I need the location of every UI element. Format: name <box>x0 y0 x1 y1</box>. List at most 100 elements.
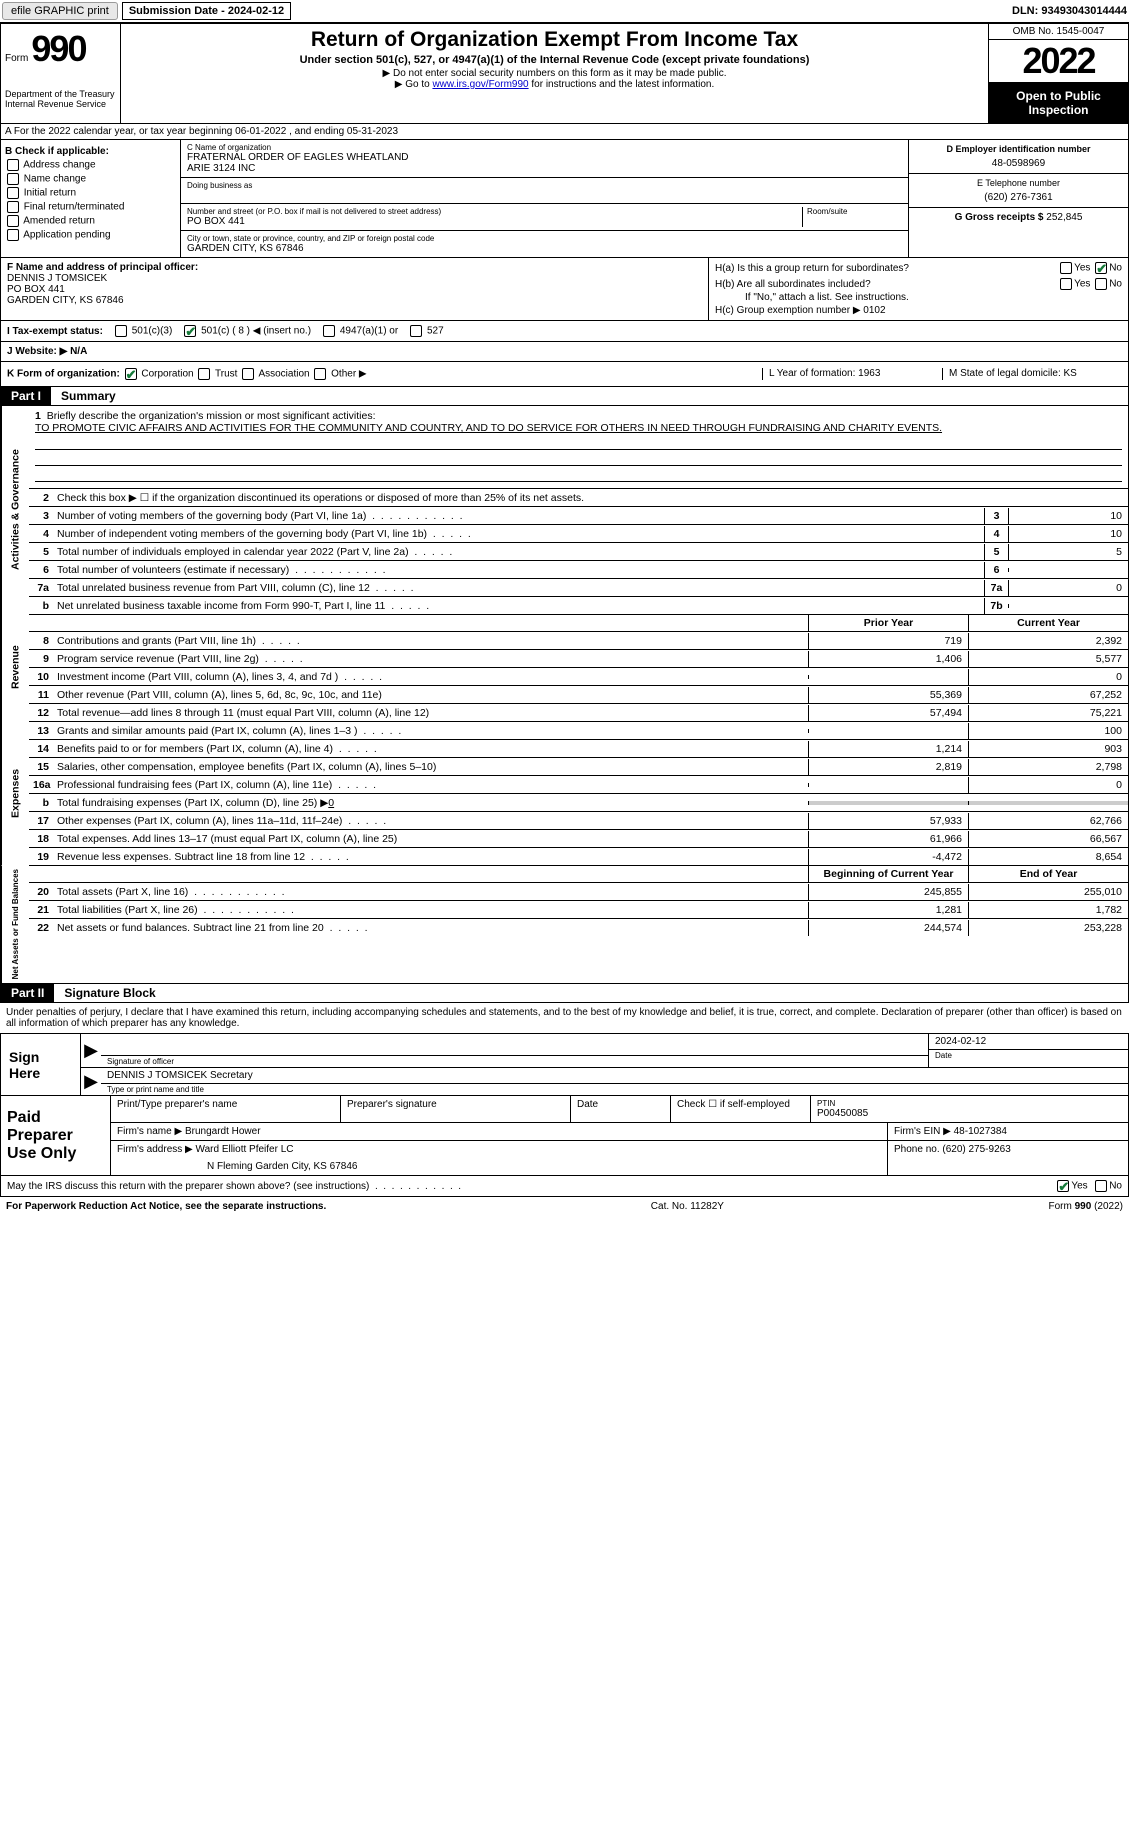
note-pre: ▶ Go to <box>395 79 433 90</box>
b-application-pending[interactable]: Application pending <box>5 229 176 241</box>
p10 <box>808 675 968 679</box>
firm-ein: 48-1027384 <box>954 1126 1007 1137</box>
side-activities: Activities & Governance <box>1 406 29 614</box>
p14: 1,214 <box>808 741 968 757</box>
p13 <box>808 729 968 733</box>
dln-number: DLN: 93493043014444 <box>1012 5 1127 17</box>
irs-link[interactable]: www.irs.gov/Form990 <box>432 79 528 90</box>
b-name-change[interactable]: Name change <box>5 173 176 185</box>
line-7b: Net unrelated business taxable income fr… <box>57 600 385 612</box>
side-expenses: Expenses <box>1 721 29 865</box>
p12: 57,494 <box>808 705 968 721</box>
city-label: City or town, state or province, country… <box>187 234 902 243</box>
firm-ein-label: Firm's EIN ▶ <box>894 1126 954 1137</box>
line-21: Total liabilities (Part X, line 26) <box>57 904 198 916</box>
p20: 245,855 <box>808 884 968 900</box>
sign-here-label: Sign Here <box>1 1034 81 1095</box>
f-label: F Name and address of principal officer: <box>7 262 702 273</box>
part-ii-title: Signature Block <box>54 984 165 1002</box>
line-13: Grants and similar amounts paid (Part IX… <box>57 725 358 737</box>
k-assoc[interactable]: Association <box>258 369 309 380</box>
exempt-4947[interactable]: 4947(a)(1) or <box>340 326 398 337</box>
e-label: E Telephone number <box>915 178 1122 188</box>
hb-label: H(b) Are all subordinates included? <box>715 279 871 290</box>
v3: 10 <box>1008 508 1128 524</box>
c-name-label: C Name of organization <box>187 143 902 152</box>
line-16b-val: 0 <box>328 797 334 809</box>
hb-note: If "No," attach a list. See instructions… <box>715 292 1122 303</box>
p21: 1,281 <box>808 902 968 918</box>
c17: 62,766 <box>968 813 1128 829</box>
line-12: Total revenue—add lines 8 through 11 (mu… <box>53 705 808 721</box>
dba-label: Doing business as <box>187 181 902 190</box>
p15: 2,819 <box>808 759 968 775</box>
c20: 255,010 <box>968 884 1128 900</box>
c18: 66,567 <box>968 831 1128 847</box>
hb-yes[interactable]: Yes <box>1074 279 1090 290</box>
firm-name: Brungardt Hower <box>185 1126 261 1137</box>
firm-phone-label: Phone no. <box>894 1144 942 1155</box>
line-5: Total number of individuals employed in … <box>57 546 409 558</box>
exempt-527[interactable]: 527 <box>427 326 444 337</box>
tax-year: 2022 <box>989 40 1128 83</box>
note-ssn: ▶ Do not enter social security numbers o… <box>131 68 978 79</box>
line-17: Other expenses (Part IX, column (A), lin… <box>57 815 342 827</box>
c19: 8,654 <box>968 849 1128 865</box>
phone-value: (620) 276-7361 <box>915 192 1122 203</box>
gross-receipts: 252,845 <box>1046 212 1082 223</box>
addr-label: Number and street (or P.O. box if mail i… <box>187 207 802 216</box>
officer-addr: PO BOX 441 <box>7 284 702 295</box>
b-initial-return[interactable]: Initial return <box>5 187 176 199</box>
form-word: Form <box>5 53 28 64</box>
sig-name-label: Type or print name and title <box>101 1084 1128 1095</box>
p16a <box>808 783 968 787</box>
p22: 244,574 <box>808 920 968 936</box>
org-name-1: FRATERNAL ORDER OF EAGLES WHEATLAND <box>187 152 902 163</box>
b-final-return[interactable]: Final return/terminated <box>5 201 176 213</box>
part-ii-tag: Part II <box>1 984 54 1002</box>
line-10: Investment income (Part VIII, column (A)… <box>57 671 338 683</box>
line-22: Net assets or fund balances. Subtract li… <box>57 922 324 934</box>
part-i-tag: Part I <box>1 387 51 405</box>
ha-no[interactable]: No <box>1109 263 1122 274</box>
b-label: B Check if applicable: <box>5 146 176 157</box>
paperwork-notice: For Paperwork Reduction Act Notice, see … <box>6 1201 326 1212</box>
b-address-change[interactable]: Address change <box>5 159 176 171</box>
form-title: Return of Organization Exempt From Incom… <box>131 28 978 52</box>
l-year: L Year of formation: 1963 <box>762 368 942 380</box>
p8: 719 <box>808 633 968 649</box>
v6 <box>1008 568 1128 572</box>
ha-label: H(a) Is this a group return for subordin… <box>715 263 909 274</box>
section-a: A For the 2022 calendar year, or tax yea… <box>0 124 1129 140</box>
exempt-501c3[interactable]: 501(c)(3) <box>132 326 173 337</box>
discuss-no[interactable]: No <box>1109 1181 1122 1192</box>
line-20: Total assets (Part X, line 16) <box>57 886 188 898</box>
k-corp[interactable]: Corporation <box>141 369 193 380</box>
hdr-begin: Beginning of Current Year <box>808 866 968 882</box>
b-amended-return[interactable]: Amended return <box>5 215 176 227</box>
line-14: Benefits paid to or for members (Part IX… <box>57 743 333 755</box>
ha-yes[interactable]: Yes <box>1074 263 1090 274</box>
discuss-yes[interactable]: Yes <box>1071 1181 1087 1192</box>
exempt-501c-other[interactable]: 501(c) ( 8 ) ◀ (insert no.) <box>201 326 311 337</box>
c14: 903 <box>968 741 1128 757</box>
k-other[interactable]: Other ▶ <box>331 369 366 380</box>
note-post: for instructions and the latest informat… <box>529 79 715 90</box>
omb-number: OMB No. 1545-0047 <box>989 24 1128 40</box>
prep-h2: Preparer's signature <box>341 1096 571 1122</box>
g-label: G Gross receipts $ <box>955 212 1047 223</box>
c11: 67,252 <box>968 687 1128 703</box>
org-city: GARDEN CITY, KS 67846 <box>187 243 902 254</box>
prep-h4: Check ☐ if self-employed <box>671 1096 811 1122</box>
p11: 55,369 <box>808 687 968 703</box>
line-15: Salaries, other compensation, employee b… <box>53 759 808 775</box>
line-18: Total expenses. Add lines 13–17 (must eq… <box>53 831 808 847</box>
hb-no[interactable]: No <box>1109 279 1122 290</box>
org-address: PO BOX 441 <box>187 216 802 227</box>
efile-button[interactable]: efile GRAPHIC print <box>2 2 118 20</box>
submission-date: Submission Date - 2024-02-12 <box>122 2 291 20</box>
ptin-value: P00450085 <box>817 1108 1122 1119</box>
dept-label-2: Internal Revenue Service <box>5 100 116 110</box>
k-trust[interactable]: Trust <box>215 369 237 380</box>
line-6: Total number of volunteers (estimate if … <box>57 564 289 576</box>
